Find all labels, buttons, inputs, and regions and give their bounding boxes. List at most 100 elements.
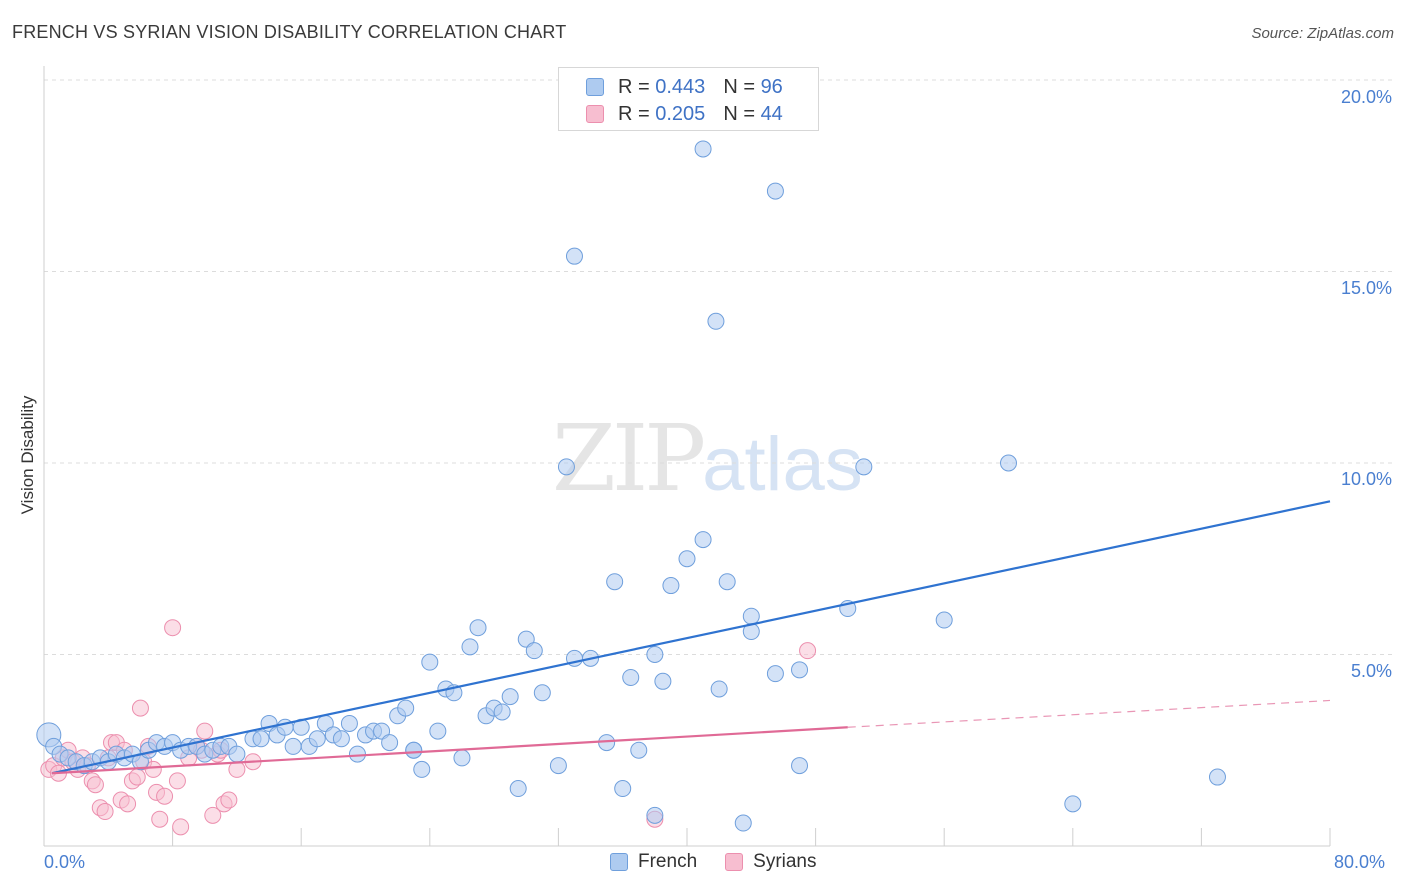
source-label: Source: ZipAtlas.com [1251,25,1394,42]
y-tick-label-15: 15.0% [1340,278,1392,298]
syrians-point [196,722,214,740]
french-point [549,757,567,775]
french-trend-line [51,500,1331,775]
syrians-point [156,787,174,805]
y-tick-label-20: 20.0% [1340,87,1392,107]
french-n-label: N = [723,75,755,98]
french-point [791,757,809,775]
french-points [36,140,1226,832]
syrians-point [220,791,238,809]
syrians-point [164,619,182,637]
syrians-point [204,806,222,824]
french-point [646,646,664,663]
french-r-label: R = [618,75,650,98]
french-point [935,611,953,629]
trend-lines [51,500,1331,775]
french-point [646,806,664,824]
french-point [678,550,696,568]
french-point [308,730,326,748]
french-point [332,730,350,748]
syrians-point [151,810,169,828]
french-point [525,642,543,660]
syrians-point [131,699,149,717]
french-swatch [586,78,604,96]
french-point [405,741,423,759]
french-point [517,630,535,648]
syrians-trend-line [51,726,848,775]
french-point [252,730,270,748]
french-point [614,780,632,798]
french-point [501,688,519,706]
french-point [533,684,551,702]
french-point [429,722,447,740]
french-point [509,780,527,798]
legend-item-syrians[interactable]: Syrians [725,851,817,873]
legend-row-syrians: R = 0.205 N = 44 [559,101,783,127]
axes [43,66,1331,847]
french-point [421,653,439,671]
french-point [855,458,873,476]
syrians-point [119,795,137,813]
french-point [710,680,728,698]
french-point [1064,795,1082,813]
watermark: ZIPatlas [552,405,863,512]
syrians-point [144,760,162,778]
french-point [742,607,760,625]
french-point [557,458,575,476]
syrians-point [86,776,104,794]
french-point [718,573,736,591]
french-point [469,619,487,637]
x-tick-label-min: 0.0% [44,852,86,872]
syrians-point [168,772,186,790]
french-point [381,734,399,752]
french-point [734,814,752,832]
french-point [662,577,680,595]
syrians-legend-swatch [725,853,744,871]
french-point [1000,454,1017,472]
french-point [694,531,712,549]
french-point [606,573,624,591]
french-point [630,741,648,759]
legend-item-french[interactable]: French [610,851,697,873]
syrians-r-label: R = [618,102,650,125]
correlation-legend: R = 0.443 N = 96 R = 0.205 N = 44 [558,67,819,131]
syrians-point [172,818,190,836]
syrians-point [128,768,146,786]
french-point [1208,768,1226,786]
french-legend-label: French [638,851,698,872]
french-point [766,665,784,683]
syrians-point [799,642,817,660]
legend-row-french: R = 0.443 N = 96 [559,74,783,100]
syrians-points [40,619,817,836]
watermark-zip: ZIP [552,405,706,512]
french-point [493,703,511,721]
y-axis-label: Vision Disability [18,395,37,515]
french-point [340,714,358,732]
series-legend: French Syrians [610,851,845,873]
syrians-n-label: N = [723,102,755,125]
syrians-trend-extension [847,699,1331,728]
x-tick-label-max: 80.0% [1334,852,1386,872]
french-point [791,661,809,679]
french-point [654,672,672,690]
french-point [453,749,471,767]
chart-title: FRENCH VS SYRIAN VISION DISABILITY CORRE… [12,22,567,42]
french-point [622,668,640,686]
french-point [694,140,712,158]
french-point [284,737,302,755]
grid [44,79,1394,655]
syrians-legend-label: Syrians [753,851,817,872]
french-point [373,722,391,740]
watermark-atlas: atlas [702,422,863,507]
french-n-value: 96 [760,75,783,98]
y-tick-label-10: 10.0% [1340,469,1392,489]
syrians-point [96,803,114,821]
syrians-swatch [586,105,604,123]
french-r-value: 0.443 [655,75,706,98]
french-point [565,247,583,265]
french-point [766,182,784,200]
french-point [461,638,479,656]
syrians-n-value: 44 [760,102,783,125]
french-point [397,699,415,717]
